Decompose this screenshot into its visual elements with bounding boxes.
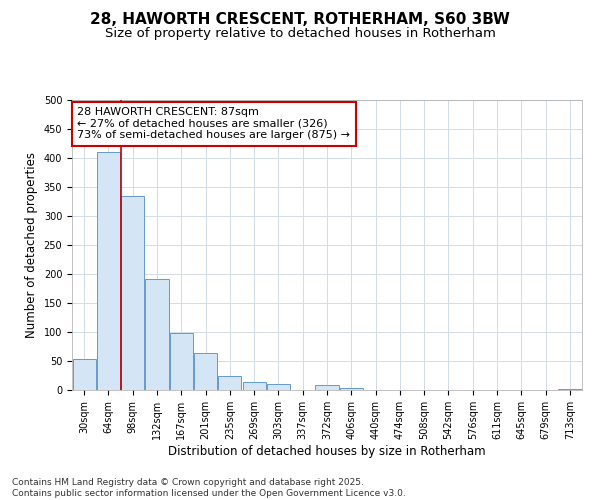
Bar — [267, 384, 290, 390]
Text: Size of property relative to detached houses in Rotherham: Size of property relative to detached ho… — [104, 28, 496, 40]
Bar — [559, 389, 581, 390]
Bar — [194, 354, 217, 390]
Bar — [242, 382, 266, 390]
Bar — [316, 386, 338, 390]
Text: 28 HAWORTH CRESCENT: 87sqm
← 27% of detached houses are smaller (326)
73% of sem: 28 HAWORTH CRESCENT: 87sqm ← 27% of deta… — [77, 108, 350, 140]
X-axis label: Distribution of detached houses by size in Rotherham: Distribution of detached houses by size … — [168, 444, 486, 458]
Y-axis label: Number of detached properties: Number of detached properties — [25, 152, 38, 338]
Bar — [121, 196, 144, 390]
Text: 28, HAWORTH CRESCENT, ROTHERHAM, S60 3BW: 28, HAWORTH CRESCENT, ROTHERHAM, S60 3BW — [90, 12, 510, 28]
Bar — [97, 152, 120, 390]
Bar — [73, 360, 95, 390]
Text: Contains HM Land Registry data © Crown copyright and database right 2025.
Contai: Contains HM Land Registry data © Crown c… — [12, 478, 406, 498]
Bar — [340, 388, 363, 390]
Bar — [218, 376, 241, 390]
Bar — [145, 278, 169, 390]
Bar — [170, 333, 193, 390]
